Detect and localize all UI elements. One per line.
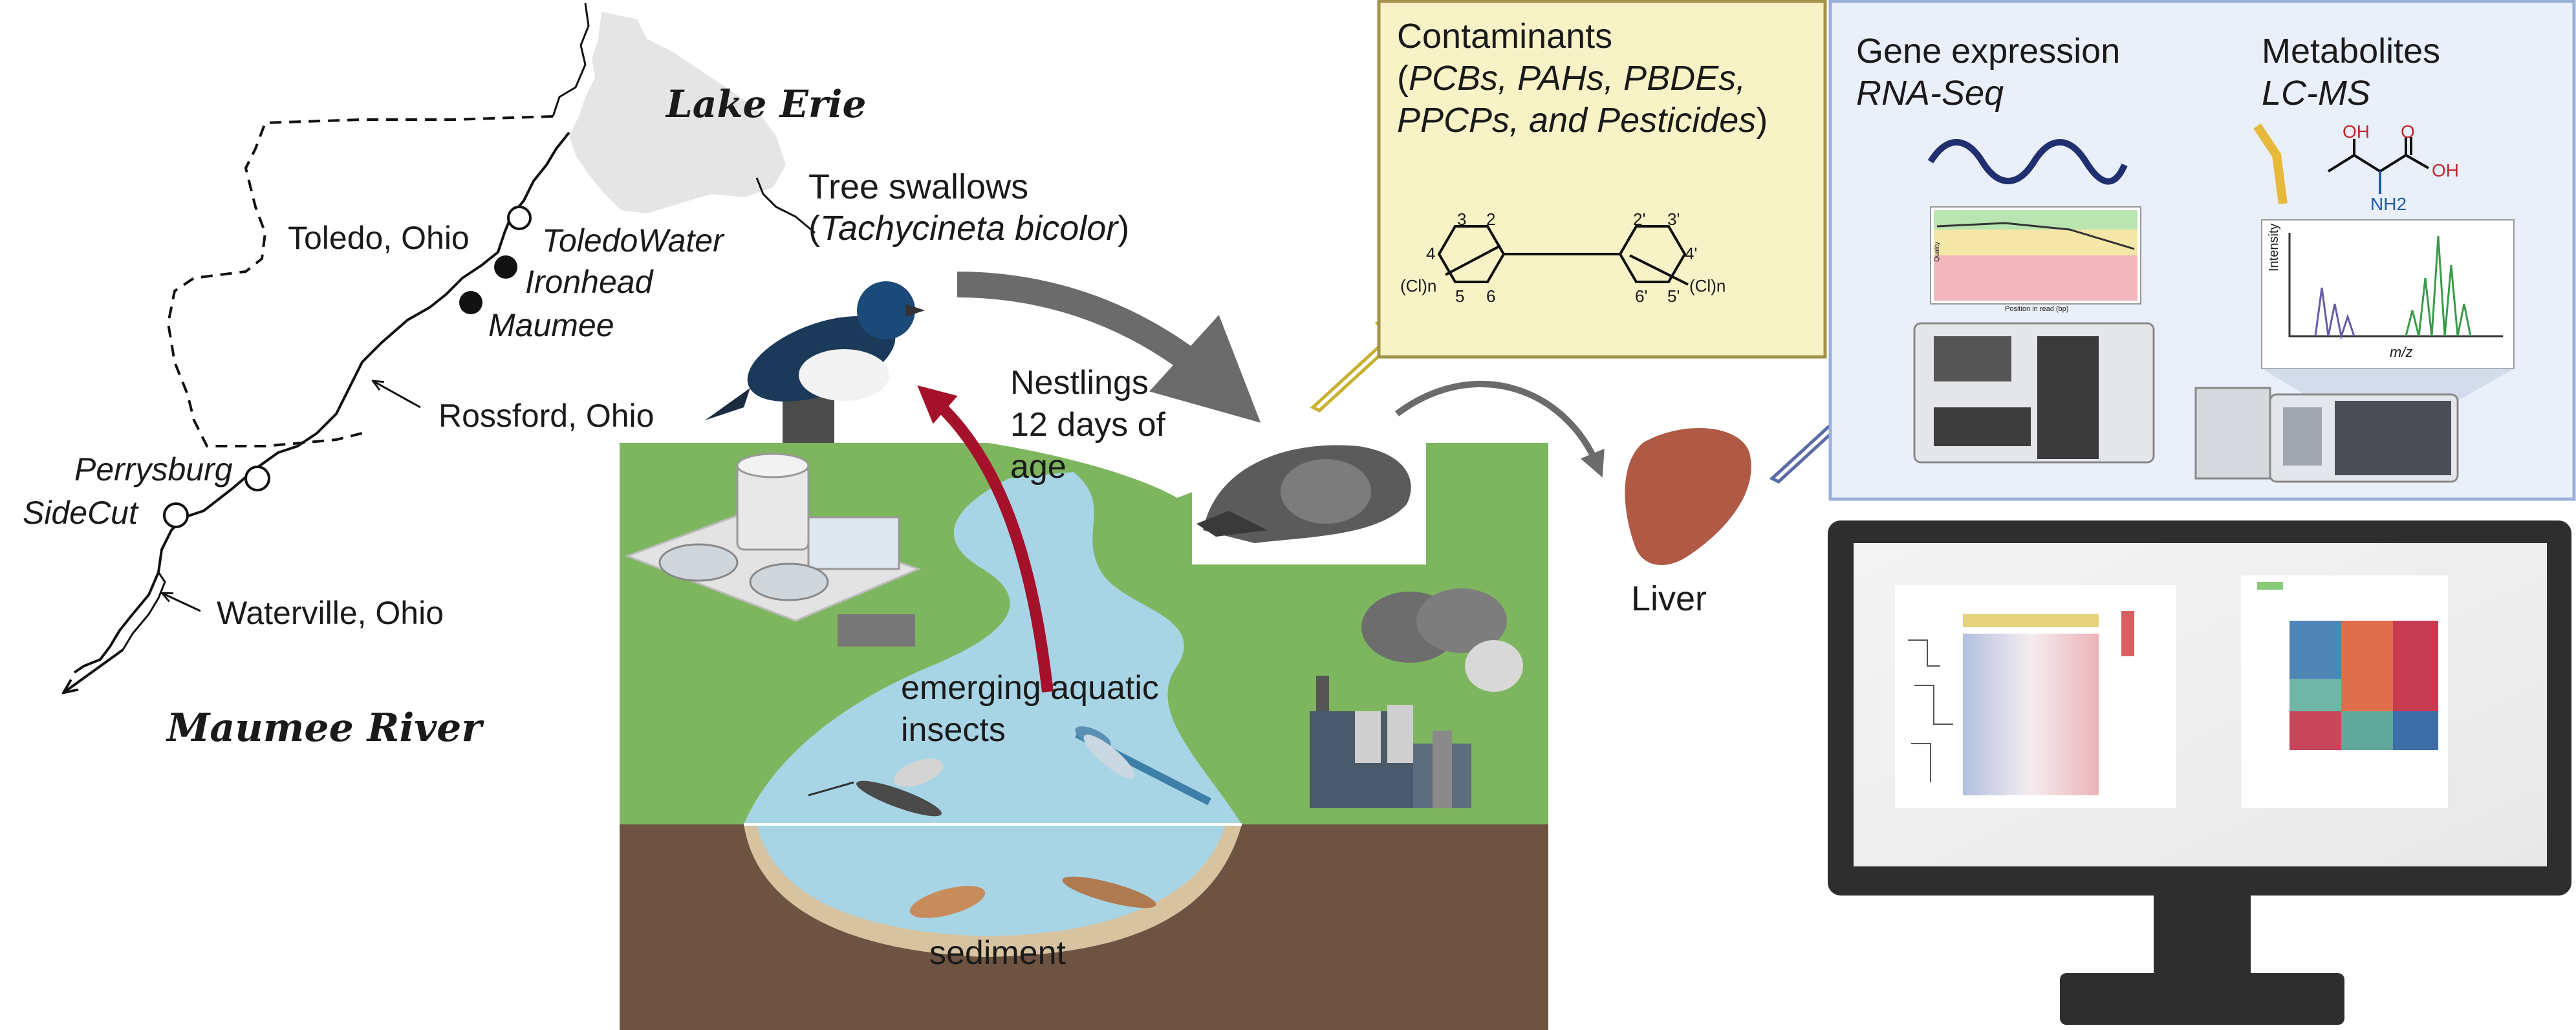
pcb-num-2: 2: [1486, 209, 1496, 229]
quality-x-label: Position in read (bp): [2005, 305, 2069, 313]
wastewater-plant: [624, 453, 922, 647]
contaminants-close-paren: ): [1756, 101, 1768, 140]
tree-swallows-latin: Tachycineta bicolor: [819, 209, 1118, 248]
pcb-num-3: 3: [1457, 209, 1467, 229]
liver-label: Liver: [1631, 579, 1707, 618]
chem-nh2: NH2: [2370, 194, 2407, 214]
larva-2: [1062, 876, 1156, 908]
site-sidecut: [163, 502, 189, 528]
tree-swallow-photo: [705, 281, 925, 443]
pcb-num-5: 5: [1455, 286, 1465, 306]
gene-expression-title: Gene expression: [1856, 32, 2121, 70]
contaminants-box: [1377, 0, 1827, 359]
pcb-num-4p: 4': [1685, 244, 1698, 263]
pcb-num-5p: 5': [1667, 286, 1680, 306]
pcb-cl-left: (Cl)n: [1400, 276, 1437, 295]
liver-shape: [1625, 428, 1751, 565]
pcb-num-6p: 6': [1635, 286, 1648, 306]
county-border: [166, 115, 554, 447]
site-label-maumee: Maumee: [488, 307, 614, 343]
site-label-sidecut: SideCut: [23, 495, 138, 531]
metabolites-title: Metabolites: [2262, 32, 2441, 70]
quality-y-label: Quality: [1934, 241, 1941, 262]
contaminants-title: Contaminants: [1397, 17, 1613, 56]
lcms-instrument: [2194, 387, 2459, 483]
site-perrysburg: [244, 466, 270, 491]
nestlings-label-1: Nestlings: [1010, 364, 1149, 402]
latin-open-paren: (: [808, 209, 820, 248]
tree-swallows-label: Tree swallows: [808, 167, 1029, 206]
habitat-scene: [620, 281, 1548, 1030]
site-toledowater: [507, 206, 532, 230]
pcb-structure: [1437, 225, 1689, 286]
quality-plot: [1930, 206, 2141, 305]
lake-erie-label: Lake Erie: [666, 82, 867, 126]
mass-spectrum: [2261, 219, 2515, 369]
pipette-yellow: [2253, 123, 2288, 204]
mayfly: [808, 758, 944, 817]
latin-close-paren: ): [1118, 209, 1130, 248]
lake-erie-shape: [569, 12, 786, 213]
chem-oh-2: OH: [2432, 160, 2459, 180]
amino-acid-structure: [2327, 137, 2429, 194]
tree-swallows-latin-line: (Tachycineta bicolor): [808, 208, 1129, 248]
spectrum-y-label: Intensity: [2267, 223, 2281, 272]
computer-monitor: [1828, 520, 2571, 1025]
dragonfly: [1075, 726, 1211, 806]
site-label-toledowater: ToledoWater: [542, 222, 724, 259]
site-label-ironhead: Ironhead: [525, 264, 653, 300]
site-ironhead: [494, 255, 517, 279]
pond: [757, 824, 1226, 936]
nestlings-label-2: 12 days of: [1010, 406, 1165, 444]
contaminants-list-1: PCBs, PAHs, PBDEs,: [1408, 59, 1746, 98]
chem-o: O: [2401, 122, 2415, 142]
river-water: [744, 472, 1242, 824]
sediment-label: sediment: [929, 934, 1066, 972]
town-label-waterville: Waterville, Ohio: [217, 595, 444, 631]
larva-1: [909, 886, 986, 918]
pcb-num-4: 4: [1426, 244, 1436, 263]
town-label-toledo: Toledo, Ohio: [288, 220, 470, 256]
nestlings-photo: [1192, 432, 1426, 564]
pcb-num-6: 6: [1486, 286, 1496, 306]
river-shoreline: [73, 131, 570, 674]
chem-oh-1: OH: [2343, 122, 2370, 142]
town-label-rossford: Rossford, Ohio: [438, 398, 655, 434]
pcb-cl-right: (Cl)n: [1689, 276, 1726, 295]
contaminants-line2: (PCBs, PAHs, PBDEs,: [1397, 58, 1746, 98]
nestlings-label-3: age: [1010, 448, 1066, 486]
sequencer-instrument: [1913, 322, 2155, 464]
factory: [1310, 588, 1523, 808]
grey-arrow-nestlings-to-liver: [1395, 381, 1605, 478]
spectrum-x-label: m/z: [2390, 344, 2413, 360]
gene-expression-method: RNA-Seq: [1856, 74, 2004, 113]
pcb-num-2p: 2': [1633, 209, 1646, 229]
pcb-num-3p: 3': [1667, 209, 1680, 229]
rna-wave: [1927, 139, 2128, 185]
contaminants-open-paren: (: [1397, 59, 1409, 98]
grey-arrow-swallow-to-nestlings: [957, 272, 1261, 423]
map: [65, 3, 816, 692]
map-border: [552, 3, 590, 117]
contaminants-line3: PPCPs, and Pesticides): [1397, 100, 1768, 140]
site-label-perrysburg: Perrysburg: [74, 451, 233, 488]
site-maumee: [459, 291, 482, 314]
metabolites-method: LC-MS: [2262, 74, 2371, 113]
contaminants-list-2: PPCPs, and Pesticides: [1397, 101, 1757, 140]
map-border-east: [755, 177, 816, 234]
red-arrow-insects-to-bird: [917, 385, 1054, 693]
insects-label-1: emerging aquatic: [901, 669, 1159, 707]
maumee-river-label: Maumee River: [167, 705, 482, 751]
insects-label-2: insects: [901, 711, 1006, 749]
river-lower: [122, 572, 166, 650]
